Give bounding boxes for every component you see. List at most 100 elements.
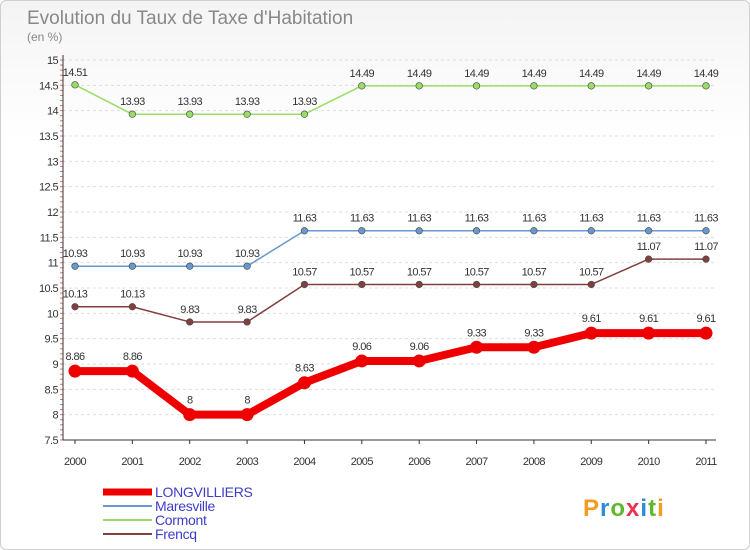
y-tick-label: 8.5 — [45, 384, 59, 396]
data-point — [472, 82, 481, 90]
data-label: 14.51 — [63, 67, 88, 79]
data-label: 10.57 — [292, 266, 317, 278]
data-point — [702, 227, 710, 235]
grid — [63, 59, 716, 441]
data-label: 13.93 — [177, 96, 202, 108]
data-label: 9.33 — [467, 327, 486, 339]
series-line-longvilliers — [71, 329, 710, 419]
data-label: 10.57 — [522, 266, 547, 278]
data-label: 13.93 — [235, 96, 260, 108]
y-tick-label: 15 — [47, 55, 59, 67]
data-point — [128, 303, 136, 311]
data-label: 9.61 — [582, 313, 601, 325]
data-point — [702, 255, 710, 263]
data-label: 10.13 — [120, 289, 145, 301]
x-tick-label: 2011 — [695, 456, 717, 468]
data-point — [645, 82, 653, 90]
y-tick-label: 10.5 — [39, 283, 58, 295]
data-point — [243, 110, 251, 118]
data-label: 11.63 — [407, 213, 431, 225]
data-point — [186, 318, 194, 326]
data-point — [645, 227, 653, 235]
data-label: 8.86 — [123, 351, 142, 363]
data-label: 8 — [244, 395, 250, 407]
data-label: 11.07 — [694, 241, 718, 253]
x-tick-label: 2010 — [638, 456, 661, 468]
data-label: 10.93 — [63, 248, 88, 260]
data-point — [415, 82, 423, 90]
axes: 7.5 8 8.5 9 9.5 10 10.5 11 11.5 12 12.5 13 13.5 14 14.… — [39, 55, 718, 468]
data-label: 9.61 — [639, 313, 658, 325]
x-tick-label: 2005 — [351, 456, 374, 468]
data-label: 11.63 — [579, 213, 603, 225]
data-point — [587, 82, 595, 90]
data-point — [702, 82, 710, 90]
data-label: 11.63 — [350, 213, 374, 225]
data-point — [415, 227, 423, 235]
x-tick-label: 2004 — [293, 456, 316, 468]
data-point — [412, 354, 426, 368]
x-tick-label: 2006 — [408, 456, 431, 468]
logo-letter: o — [610, 495, 626, 522]
x-tick-label: 2007 — [466, 456, 489, 468]
x-tick-label: 2008 — [523, 456, 546, 468]
proxiti-logo: Proxiti — [583, 495, 665, 522]
x-tick-label: 2009 — [580, 456, 603, 468]
data-point — [358, 280, 366, 289]
y-tick-label: 11.5 — [40, 232, 59, 244]
data-point — [530, 280, 538, 289]
y-tick-label: 10 — [47, 308, 59, 320]
x-tick-label: 2002 — [179, 456, 202, 468]
y-tick-label: 9.5 — [45, 334, 59, 346]
data-label: 14.49 — [464, 68, 489, 80]
data-label: 9.83 — [180, 304, 199, 316]
series-line-frencq — [74, 258, 707, 323]
logo-letter: x — [626, 495, 640, 522]
data-label: 10.57 — [579, 266, 604, 278]
data-point — [300, 227, 309, 235]
data-point — [355, 354, 369, 368]
x-tick-label: 2003 — [236, 456, 259, 468]
data-label: 10.57 — [407, 266, 432, 278]
data-label: 9.33 — [524, 327, 543, 339]
data-label: 10.13 — [63, 289, 88, 301]
data-point — [470, 340, 484, 354]
chart-title: Evolution du Taux de Taxe d'Habitation — [27, 8, 353, 29]
y-tick-label: 14 — [47, 106, 59, 118]
data-label: 11.63 — [522, 213, 546, 225]
data-label: 14.49 — [407, 68, 432, 80]
data-label: 11.63 — [465, 213, 489, 225]
x-tick-label: 2000 — [64, 456, 87, 468]
data-label: 10.57 — [464, 266, 489, 278]
data-point — [527, 340, 541, 354]
data-point — [530, 82, 538, 90]
data-point — [183, 408, 197, 422]
data-label: 14.49 — [636, 68, 661, 80]
data-label: 13.93 — [120, 96, 145, 108]
data-label: 14.49 — [579, 68, 604, 80]
data-label: 10.93 — [235, 248, 260, 260]
data-point — [642, 326, 656, 340]
data-point — [358, 227, 366, 235]
y-tick-label: 7.5 — [45, 435, 59, 447]
data-label: 8.63 — [295, 363, 314, 375]
data-point — [297, 376, 311, 390]
legend-label: Cormont — [155, 512, 207, 528]
series-line-maresville — [74, 229, 707, 267]
data-label: 8 — [187, 395, 193, 407]
series-group — [68, 81, 713, 422]
data-point — [300, 110, 309, 118]
data-point — [530, 227, 538, 235]
chart-subtitle: (en %) — [27, 30, 62, 44]
y-tick-label: 8 — [52, 410, 58, 422]
data-point — [243, 262, 251, 270]
legend-label: LONGVILLIERS — [155, 484, 253, 500]
y-tick-label: 13 — [47, 156, 59, 168]
data-label: 11.63 — [293, 213, 317, 225]
data-point — [587, 227, 595, 235]
data-point — [699, 326, 713, 340]
data-point — [358, 82, 366, 90]
data-point — [128, 262, 136, 270]
